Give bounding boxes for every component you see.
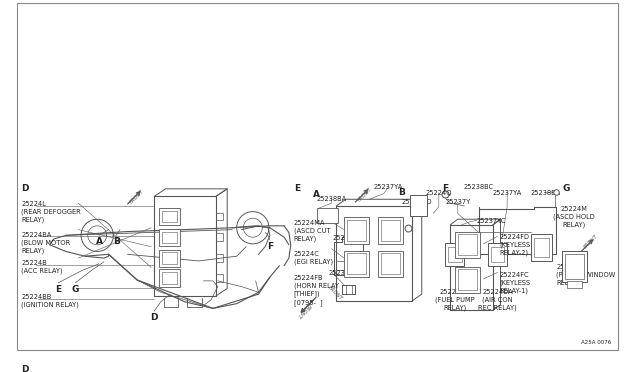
Text: 25224M
(ASCD HOLD
RELAY): 25224M (ASCD HOLD RELAY): [553, 206, 595, 228]
Bar: [410, 195, 428, 217]
Text: 25224FD
(KEYLESS
RELAY-2): 25224FD (KEYLESS RELAY-2): [500, 234, 531, 256]
Text: G: G: [562, 184, 570, 193]
Bar: [562, 251, 587, 282]
Text: D: D: [150, 313, 158, 323]
Bar: [458, 269, 477, 291]
Bar: [531, 234, 552, 261]
Text: 25230B: 25230B: [333, 235, 358, 241]
Bar: [317, 208, 338, 223]
Text: 25237Y: 25237Y: [328, 270, 354, 276]
Text: FRONT: FRONT: [356, 186, 373, 203]
Text: 25237YA: 25237YA: [493, 190, 522, 196]
Text: 25224FB
(HORN RELAY
[THIEF])
[0795-  ]: 25224FB (HORN RELAY [THIEF]) [0795- ]: [294, 275, 339, 306]
Text: 25224L
(REAR DEFOGGER
RELAY): 25224L (REAR DEFOGGER RELAY): [21, 201, 81, 223]
Text: A: A: [95, 237, 102, 247]
Text: B: B: [398, 188, 405, 197]
Text: 25238BA: 25238BA: [530, 190, 560, 196]
Text: A25A 0076: A25A 0076: [581, 340, 611, 345]
Bar: [381, 253, 400, 274]
Text: 25224Q: 25224Q: [426, 190, 452, 196]
Bar: [534, 238, 549, 257]
Bar: [159, 229, 180, 246]
Text: 25224DA
(AIR CON
REC RELAY): 25224DA (AIR CON REC RELAY): [478, 289, 517, 311]
Text: 25224R
(POWER WINDOW
RELAY): 25224R (POWER WINDOW RELAY): [556, 264, 616, 286]
Text: 25237YA: 25237YA: [374, 184, 403, 190]
Bar: [565, 254, 584, 279]
Text: 25238BD: 25238BD: [402, 199, 432, 205]
Text: 25224BB
(IGNITION RELAY): 25224BB (IGNITION RELAY): [21, 294, 79, 308]
Text: 25238BC: 25238BC: [463, 184, 493, 190]
Bar: [347, 220, 365, 241]
Bar: [344, 250, 369, 277]
Bar: [378, 250, 403, 277]
Bar: [448, 247, 461, 262]
Text: 25224C
(EGI RELAY): 25224C (EGI RELAY): [294, 250, 333, 264]
Bar: [455, 267, 479, 293]
Text: 25224CA
(FUEL PUMP
RELAY): 25224CA (FUEL PUMP RELAY): [435, 289, 475, 311]
Text: B: B: [113, 237, 120, 247]
Text: F: F: [443, 184, 449, 193]
Bar: [344, 217, 369, 244]
Bar: [445, 243, 465, 266]
Bar: [567, 281, 582, 288]
Text: G: G: [72, 285, 79, 294]
Text: 25237YC: 25237YC: [477, 218, 506, 224]
Bar: [347, 253, 365, 274]
Text: FRONT: FRONT: [295, 302, 311, 318]
Bar: [378, 217, 403, 244]
Text: FRONT: FRONT: [327, 286, 343, 302]
Text: 25224BA
(BLOW MOTOR
RELAY): 25224BA (BLOW MOTOR RELAY): [21, 231, 70, 254]
Bar: [162, 253, 177, 264]
Bar: [488, 243, 507, 266]
Text: FRONT: FRONT: [582, 234, 599, 250]
Text: 25224MA
(ASCD CUT
RELAY): 25224MA (ASCD CUT RELAY): [294, 220, 330, 242]
Bar: [159, 250, 180, 267]
Text: FRONT: FRONT: [129, 188, 145, 205]
Bar: [455, 231, 479, 258]
Bar: [162, 272, 177, 284]
Bar: [159, 208, 180, 225]
Text: 25237Y: 25237Y: [445, 199, 470, 205]
Bar: [159, 269, 180, 286]
Text: F: F: [267, 242, 273, 251]
Bar: [458, 234, 477, 255]
Text: D: D: [21, 184, 29, 193]
Text: E: E: [294, 184, 300, 193]
Text: E: E: [55, 285, 61, 294]
Text: A: A: [312, 190, 319, 199]
Text: 25238BA: 25238BA: [317, 196, 347, 202]
Text: D: D: [21, 365, 29, 372]
Bar: [162, 211, 177, 222]
Bar: [381, 220, 400, 241]
Text: 25224FC
(KEYLESS
RELAY-1): 25224FC (KEYLESS RELAY-1): [500, 272, 531, 294]
Bar: [491, 247, 504, 262]
Bar: [162, 231, 177, 243]
Text: 25224B
(ACC RELAY): 25224B (ACC RELAY): [21, 260, 63, 274]
